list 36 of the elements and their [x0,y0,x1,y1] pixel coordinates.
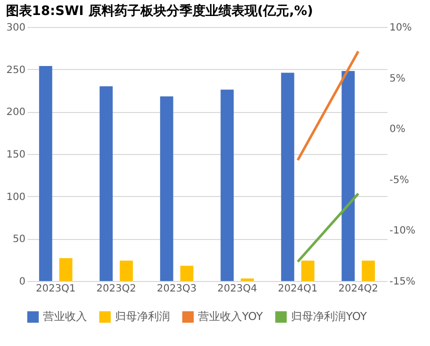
y-tick-label: 250 [6,64,26,76]
x-tick-label: 2023Q4 [217,284,258,294]
bar [301,260,314,281]
legend-label: 营业收入YOY [198,310,264,323]
y-tick-label: 200 [6,107,26,118]
y2-tick-label: -10% [390,226,416,237]
x-tick-label: 2023Q3 [156,284,197,294]
x-tick-label: 2023Q1 [36,284,76,294]
y-tick-label: 50 [12,234,26,246]
bar [362,260,375,281]
legend-label: 营业收入 [43,310,87,323]
bar [342,71,355,281]
y-tick-label: 150 [6,150,26,160]
x-tick-label: 2024Q2 [338,284,378,294]
y2-tick-label: -5% [390,174,409,186]
y2-tick-label: 10% [390,22,412,34]
bar [100,86,113,281]
x-tick-label: 2024Q1 [278,284,318,294]
bar [59,258,72,281]
y-tick-label: 100 [6,192,26,203]
bar [281,72,294,281]
bar [39,66,52,281]
x-tick-label: 2023Q2 [96,284,136,294]
bar [120,260,133,281]
y2-tick-label: 0% [390,124,406,136]
legend-label: 归母净利润YOY [291,310,368,323]
y-tick-label: 0 [19,276,26,288]
bar [180,266,194,281]
y2-tick-label: 5% [390,73,406,84]
bar [220,90,234,281]
chart-title: 图表18:SWI 原料药子板块分季度业绩表现(亿元,%) [6,3,314,19]
legend-label: 归母净利润 [115,310,170,323]
bar [240,278,254,281]
bar [160,96,174,281]
y2-tick-label: -15% [390,276,416,288]
y-tick-label: 300 [6,22,26,34]
